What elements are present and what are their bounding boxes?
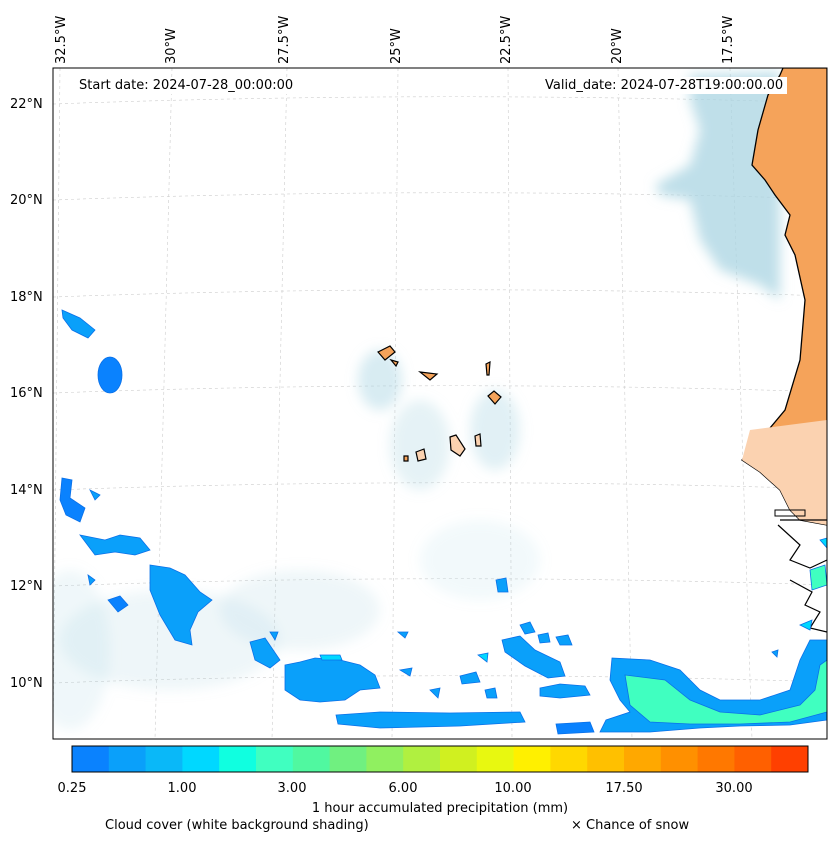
cloud-cover [53,72,780,730]
colorbar-tick-3-00: 3.00 [277,781,307,796]
colorbar [72,746,809,772]
colorbar-swatch [771,746,809,772]
lon-label-27-5w: 27.5°W [277,15,292,64]
colorbar-tick-30-00: 30.00 [715,781,753,796]
lat-label-10n: 10°N [10,676,43,691]
colorbar-swatch [329,746,367,772]
colorbar-swatch [108,746,147,772]
valid-date-label: Valid_date: 2024-07-28T19:00:00.00 [541,77,788,94]
colorbar-tick-6-00: 6.00 [388,781,418,796]
lon-label-22-5w: 22.5°W [499,15,514,64]
lat-label-14n: 14°N [10,483,43,498]
colorbar-swatch [476,746,515,772]
colorbar-frame [71,745,809,773]
lat-label-22n: 22°N [10,97,43,112]
colorbar-swatch [292,746,331,772]
lon-label-30w: 30°W [164,28,179,64]
colorbar-swatch [660,746,699,772]
lat-label-12n: 12°N [10,579,43,594]
colorbar-swatch [440,746,478,772]
colorbar-swatch [697,746,735,772]
colorbar-swatch [624,746,662,772]
africa-land [741,68,827,633]
lon-label-32-5w: 32.5°W [54,15,69,64]
cloud-cover-note: Cloud cover (white background shading) [105,818,369,833]
colorbar-swatch [734,746,772,772]
lon-label-20w: 20°W [610,28,625,64]
start-date-label: Start date: 2024-07-28_00:00:00 [75,77,298,94]
colorbar-tick-17-50: 17.50 [605,781,643,796]
colorbar-tick-1-00: 1.00 [167,781,197,796]
colorbar-swatch [550,746,588,772]
cape-verde-islands [377,345,502,462]
colorbar-swatch [72,746,110,772]
colorbar-swatch [587,746,625,772]
colorbar-swatch [145,746,183,772]
lon-label-17-5w: 17.5°W [721,15,736,64]
precipitation-shading [59,309,827,735]
colorbar-swatch [366,746,404,772]
lon-label-25w: 25°W [389,28,404,64]
colorbar-tick-10-00: 10.00 [494,781,532,796]
colorbar-title: 1 hour accumulated precipitation (mm) [311,801,569,816]
colorbar-swatch [256,746,294,772]
colorbar-swatch [219,746,257,772]
map-frame [52,67,828,740]
snow-note: × Chance of snow [571,818,690,833]
lat-label-18n: 18°N [10,290,43,305]
lat-label-16n: 16°N [10,386,43,401]
lat-label-20n: 20°N [10,193,43,208]
colorbar-swatch [513,746,551,772]
colorbar-swatch [403,746,441,772]
colorbar-swatch [182,746,220,772]
colorbar-tick-0-25: 0.25 [57,781,87,796]
